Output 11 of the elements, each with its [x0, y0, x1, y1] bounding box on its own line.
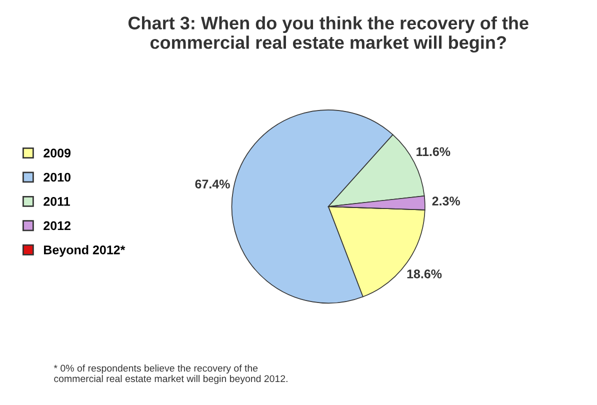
data-label: 2.3% — [432, 196, 460, 206]
legend-label: Beyond 2012* — [44, 245, 126, 257]
data-label: 67.4% — [195, 180, 230, 188]
legend-label: 2012 — [44, 221, 70, 230]
legend-label: 2009 — [44, 148, 71, 158]
legend-label: 2010 — [44, 172, 70, 182]
text: * 0% of respondents believe the recovery of the commercial real estate market will begin beyond 2012. — [54, 364, 288, 384]
data-label: 11.6% — [416, 147, 450, 156]
data-label: 18.6% — [407, 269, 442, 278]
chart-title: Chart 3: When do you think the recovery of the commercial real estate market will begin? — [128, 16, 528, 53]
legend-label: 2011 — [44, 197, 70, 206]
